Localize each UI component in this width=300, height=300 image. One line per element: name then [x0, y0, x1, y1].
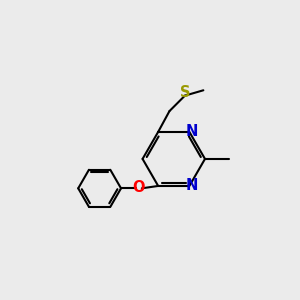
Text: S: S — [180, 85, 190, 100]
Text: N: N — [185, 124, 198, 140]
Text: O: O — [133, 180, 145, 195]
Text: N: N — [185, 178, 198, 194]
